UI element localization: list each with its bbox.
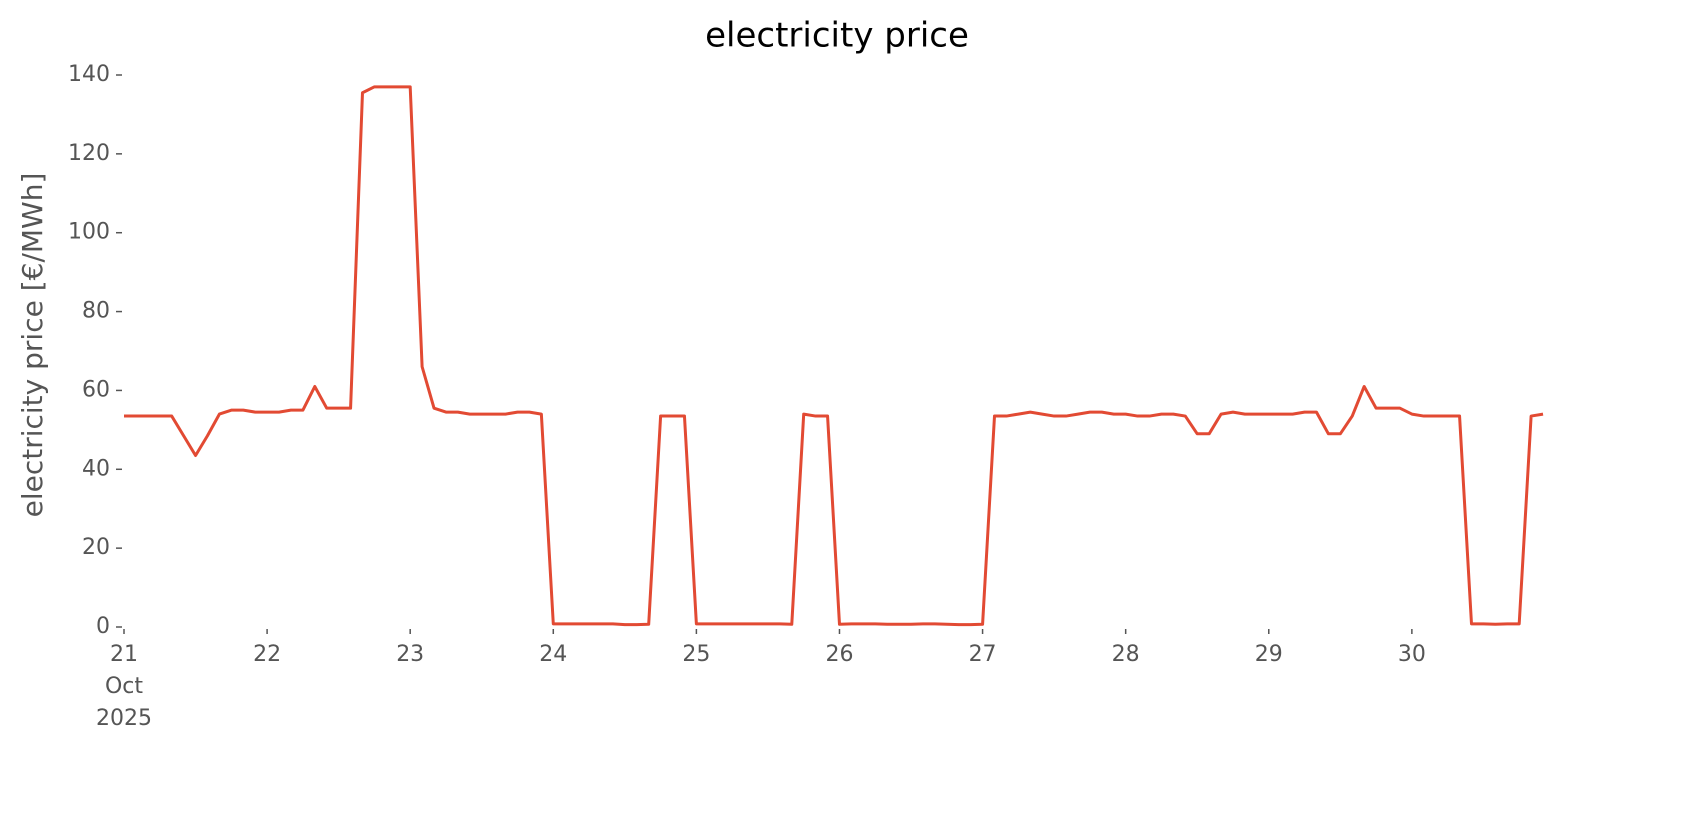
x-tick-label: 26 <box>825 642 853 667</box>
x-tick-label-line: 22 <box>253 642 281 667</box>
x-tick-label: 25 <box>682 642 710 667</box>
y-tick-label: 0 <box>96 614 110 639</box>
x-tick-label-line: 30 <box>1398 642 1426 667</box>
x-tick-label-line: 28 <box>1112 642 1140 667</box>
y-tick-label: 140 <box>68 62 110 87</box>
y-tick-label: 100 <box>68 220 110 245</box>
x-tick-label-line: 24 <box>539 642 567 667</box>
y-tick-label: 120 <box>68 141 110 166</box>
x-tick-label: 28 <box>1112 642 1140 667</box>
x-tick-label-line: 29 <box>1255 642 1283 667</box>
x-tick-label-line: 21 <box>110 642 138 667</box>
x-tick-label: 21 Oct 2025 <box>96 642 152 731</box>
x-tick-label-line: 27 <box>969 642 997 667</box>
y-tick-label: 40 <box>82 456 110 481</box>
x-tick-label-line: 2025 <box>96 706 152 731</box>
price-line <box>124 85 1544 627</box>
y-tick-label: 60 <box>82 377 110 402</box>
y-axis-label: electricity price [€/MWh] <box>16 173 49 518</box>
x-tick-label: 30 <box>1398 642 1426 667</box>
x-tick-label: 23 <box>396 642 424 667</box>
x-tick-label: 24 <box>539 642 567 667</box>
x-tick-label-line: 26 <box>825 642 853 667</box>
x-tick-label: 27 <box>969 642 997 667</box>
x-tick-label-line: 25 <box>682 642 710 667</box>
y-tick-label: 80 <box>82 299 110 324</box>
x-tick-label: 29 <box>1255 642 1283 667</box>
chart-title: electricity price <box>705 16 969 56</box>
x-tick-label: 22 <box>253 642 281 667</box>
y-tick-label: 20 <box>82 535 110 560</box>
x-tick-label-line: Oct <box>105 674 143 699</box>
x-tick-label-line: 23 <box>396 642 424 667</box>
